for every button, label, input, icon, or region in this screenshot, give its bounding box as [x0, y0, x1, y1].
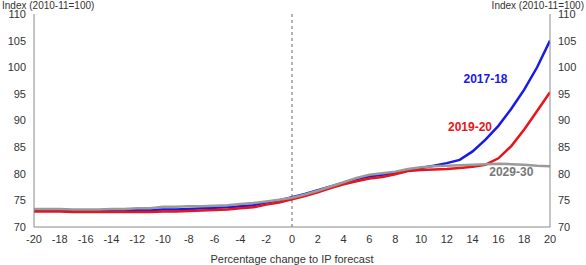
svg-text:-12: -12 [129, 233, 145, 245]
svg-text:-4: -4 [236, 233, 246, 245]
svg-text:16: 16 [492, 233, 504, 245]
svg-text:105: 105 [8, 35, 26, 47]
svg-text:6: 6 [366, 233, 372, 245]
svg-text:80: 80 [14, 168, 26, 180]
svg-text:-8: -8 [184, 233, 194, 245]
svg-text:-14: -14 [103, 233, 119, 245]
svg-text:-18: -18 [52, 233, 68, 245]
svg-text:4: 4 [341, 233, 347, 245]
svg-text:12: 12 [441, 233, 453, 245]
svg-text:110: 110 [558, 8, 576, 20]
svg-text:100: 100 [558, 61, 576, 73]
svg-text:-16: -16 [78, 233, 94, 245]
svg-text:70: 70 [14, 221, 26, 233]
svg-text:80: 80 [558, 168, 570, 180]
svg-text:2029-30: 2029-30 [489, 165, 533, 179]
svg-text:-20: -20 [26, 233, 42, 245]
html-text:Index (2010-11=100): Index (2010-11=100) [491, 0, 584, 11]
svg-text:70: 70 [558, 221, 570, 233]
svg-text:-10: -10 [155, 233, 171, 245]
svg-text:2019-20: 2019-20 [448, 120, 492, 134]
svg-text:100: 100 [8, 61, 26, 73]
svg-text:85: 85 [558, 141, 570, 153]
svg-text:105: 105 [558, 35, 576, 47]
svg-text:75: 75 [14, 194, 26, 206]
svg-text:8: 8 [392, 233, 398, 245]
svg-text:85: 85 [14, 141, 26, 153]
svg-text:95: 95 [14, 88, 26, 100]
svg-text:90: 90 [14, 114, 26, 126]
svg-text:2017-18: 2017-18 [463, 72, 507, 86]
svg-text:20: 20 [544, 233, 556, 245]
svg-text:-6: -6 [210, 233, 220, 245]
svg-text:2: 2 [315, 233, 321, 245]
svg-text:14: 14 [466, 233, 478, 245]
html-text:Index (2010-11=100): Index (2010-11=100) [2, 0, 95, 11]
svg-text:75: 75 [558, 194, 570, 206]
svg-text:Percentage change to IP foreca: Percentage change to IP forecast [210, 253, 373, 265]
svg-text:18: 18 [518, 233, 530, 245]
svg-text:10: 10 [415, 233, 427, 245]
svg-text:90: 90 [558, 114, 570, 126]
svg-text:110: 110 [8, 8, 26, 20]
svg-text:95: 95 [558, 88, 570, 100]
svg-text:0: 0 [289, 233, 295, 245]
svg-text:-2: -2 [261, 233, 271, 245]
